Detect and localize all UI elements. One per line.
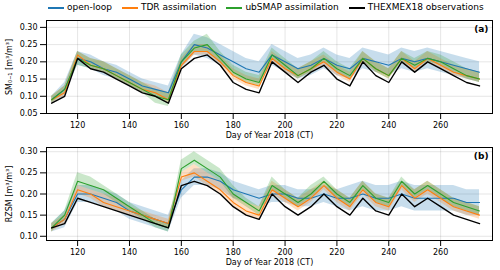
html-text:TDR assimilation: TDR assimilation — [140, 2, 217, 12]
svg-text:(a): (a) — [474, 24, 488, 34]
html-text:THEXMEX18 observations: THEXMEX18 observations — [367, 2, 484, 12]
svg-text:0.20: 0.20 — [20, 190, 38, 199]
svg-text:SM₀₋₁ [m³/m³]: SM₀₋₁ [m³/m³] — [5, 39, 14, 95]
svg-text:200: 200 — [277, 121, 292, 130]
svg-text:RZSM [m³/m³]: RZSM [m³/m³] — [5, 166, 14, 223]
svg-text:(b): (b) — [474, 151, 489, 161]
svg-text:220: 220 — [329, 248, 344, 257]
svg-text:180: 180 — [226, 248, 241, 257]
svg-text:140: 140 — [122, 248, 137, 257]
svg-text:260: 260 — [433, 121, 448, 130]
svg-text:0.05: 0.05 — [20, 109, 38, 118]
svg-text:0.30: 0.30 — [20, 147, 38, 156]
svg-text:0.25: 0.25 — [20, 168, 38, 177]
svg-text:140: 140 — [122, 121, 137, 130]
svg-text:160: 160 — [174, 248, 189, 257]
svg-text:200: 200 — [277, 248, 292, 257]
svg-text:0.20: 0.20 — [20, 57, 38, 66]
svg-text:Day of Year 2018 (CT): Day of Year 2018 (CT) — [226, 131, 314, 140]
svg-text:0.25: 0.25 — [20, 40, 38, 49]
svg-text:240: 240 — [381, 248, 396, 257]
svg-text:0.30: 0.30 — [20, 23, 38, 32]
svg-text:260: 260 — [433, 248, 448, 257]
svg-text:240: 240 — [381, 121, 396, 130]
html-text:open-loop: open-loop — [67, 2, 112, 12]
svg-text:160: 160 — [174, 121, 189, 130]
svg-text:220: 220 — [329, 121, 344, 130]
svg-text:120: 120 — [70, 121, 85, 130]
svg-text:180: 180 — [226, 121, 241, 130]
svg-text:0.15: 0.15 — [20, 75, 38, 84]
svg-text:Day of Year 2018 (CT): Day of Year 2018 (CT) — [226, 258, 314, 267]
svg-text:0.10: 0.10 — [20, 232, 38, 241]
html-text:ubSMAP assimilation: ubSMAP assimilation — [245, 2, 339, 12]
svg-text:120: 120 — [70, 248, 85, 257]
svg-text:0.15: 0.15 — [20, 211, 38, 220]
svg-text:0.10: 0.10 — [20, 92, 38, 101]
